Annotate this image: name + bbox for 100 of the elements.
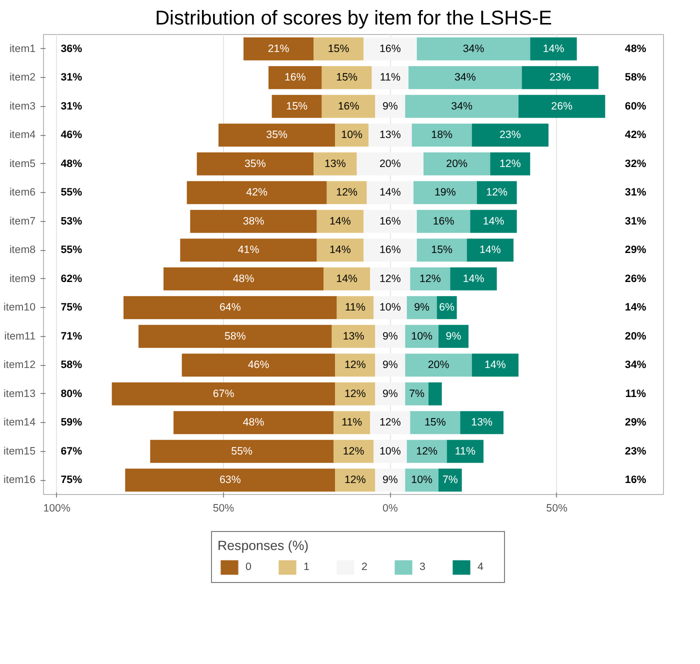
annotation: 62% [60, 272, 83, 285]
bar [408, 66, 522, 90]
bar [150, 440, 334, 463]
bar [446, 440, 484, 463]
data-label: 23% [500, 129, 522, 142]
data-label: 14% [484, 359, 506, 372]
bar [335, 124, 368, 147]
bar [428, 382, 442, 406]
bar [174, 411, 334, 434]
bar [180, 238, 317, 262]
annotation: 31% [624, 186, 647, 199]
annotation: 36% [60, 42, 83, 55]
data-label: 34% [454, 72, 476, 84]
annotation: 23% [624, 445, 647, 458]
bar [322, 94, 376, 118]
legend-label: 2 [362, 561, 368, 573]
bar [138, 324, 332, 348]
bar [450, 267, 497, 290]
bar [414, 181, 477, 204]
bar [416, 238, 467, 262]
y-tick-label: item10 [4, 302, 36, 314]
y-tick-label: item12 [4, 359, 36, 372]
legend-title: Responses (%) [218, 538, 310, 553]
annotation: 48% [624, 42, 647, 55]
bar [164, 267, 324, 290]
annotation: 31% [60, 100, 83, 112]
bar [316, 210, 364, 233]
annotation: 14% [624, 302, 647, 314]
y-tick-label: item7 [9, 215, 36, 228]
x-tick-label: 50% [212, 502, 235, 514]
data-label: 20% [446, 158, 468, 170]
data-label: 20% [428, 359, 450, 372]
data-label: 12% [486, 186, 508, 199]
bar [366, 181, 414, 204]
annotation: 29% [624, 244, 647, 256]
legend-label: 4 [478, 561, 484, 573]
data-label: 15% [286, 100, 308, 112]
data-label: 58% [224, 330, 246, 342]
annotation: 75% [60, 474, 83, 486]
y-tick-label: item3 [9, 100, 36, 112]
bar [244, 37, 314, 60]
annotation: 71% [60, 330, 83, 342]
data-label: 12% [344, 359, 366, 372]
bar [375, 94, 406, 118]
data-label: 12% [380, 272, 402, 285]
data-label: 11% [342, 416, 363, 429]
y-tick-label: item1 [9, 42, 36, 55]
bar [374, 296, 407, 320]
annotation: 16% [624, 474, 647, 486]
data-label: 42% [246, 186, 268, 199]
y-tick-label: item4 [9, 129, 36, 142]
data-label: 15% [336, 72, 358, 84]
data-label: 41% [238, 244, 260, 256]
data-label: 46% [248, 359, 270, 372]
data-label: 13% [342, 330, 365, 342]
data-label: 48% [242, 416, 265, 429]
data-label: 9% [382, 330, 398, 342]
legend-label: 3 [420, 561, 426, 573]
bar [410, 411, 460, 434]
data-label: 12% [344, 474, 366, 486]
data-label: 15% [431, 244, 454, 256]
bar [190, 210, 317, 233]
data-label: 16% [380, 244, 402, 256]
bar [335, 354, 376, 377]
bar [375, 468, 406, 492]
bar [522, 66, 598, 90]
bar [364, 238, 417, 262]
data-label: 7% [409, 388, 426, 400]
y-tick-label: item2 [9, 72, 36, 84]
data-label: 55% [231, 445, 254, 458]
data-label: 21% [268, 42, 290, 55]
annotation: 29% [624, 416, 647, 429]
y-tick-label: item9 [9, 272, 36, 285]
data-label: 16% [380, 42, 402, 55]
bar [472, 354, 518, 377]
bar [314, 152, 357, 176]
data-label: 9% [446, 330, 462, 342]
annotation: 55% [60, 186, 83, 199]
x-tick-label: 0% [382, 502, 398, 514]
bar [472, 124, 548, 147]
annotation: 42% [624, 129, 647, 142]
bar [316, 238, 364, 262]
bar [370, 411, 410, 434]
data-label: 12% [416, 445, 438, 458]
data-label: 16% [432, 215, 455, 228]
bar [334, 411, 370, 434]
data-label: 14% [462, 272, 485, 285]
bar [218, 124, 336, 147]
bar [368, 124, 412, 147]
y-tick-label: item14 [4, 416, 36, 429]
bar [470, 210, 517, 233]
bar [186, 181, 327, 204]
x-tick-label: 50% [546, 502, 568, 514]
chart-title: Distribution of scores by item for the LSHS-E [155, 8, 552, 30]
bar [518, 94, 606, 118]
bar [438, 468, 462, 492]
y-tick-label: item15 [4, 445, 36, 458]
data-label: 38% [242, 215, 265, 228]
data-label: 14% [542, 42, 565, 55]
data-label: 9% [414, 302, 430, 314]
